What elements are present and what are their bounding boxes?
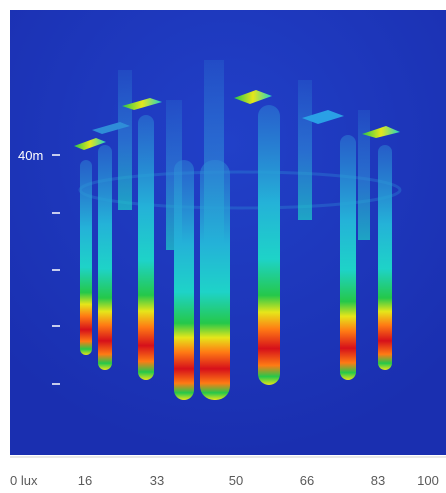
lux-scale-bar [10, 456, 446, 458]
light-column-4 [174, 160, 194, 400]
lux-tick-66: 66 [299, 473, 315, 488]
lux-scale [0, 455, 446, 493]
light-distribution-visualization: 40m [10, 10, 446, 455]
light-column-7 [340, 135, 356, 380]
lamp-heads [74, 90, 400, 150]
light-column-6 [258, 105, 280, 385]
lux-tick-50: 50 [228, 473, 244, 488]
light-column-5 [200, 160, 230, 400]
light-column-2 [98, 145, 112, 370]
lux-tick-83: 83 [370, 473, 386, 488]
height-scale: 40m [18, 148, 60, 385]
light-column-8 [378, 145, 392, 370]
lux-tick-100: 100 [417, 473, 439, 488]
lux-tick-16: 16 [77, 473, 93, 488]
lux-tick-33: 33 [149, 473, 165, 488]
light-column-3 [138, 115, 154, 380]
light-column-1 [80, 160, 92, 355]
height-label: 40m [18, 148, 43, 163]
lux-tick-0: 0 lux [10, 473, 38, 488]
light-columns [80, 105, 392, 400]
